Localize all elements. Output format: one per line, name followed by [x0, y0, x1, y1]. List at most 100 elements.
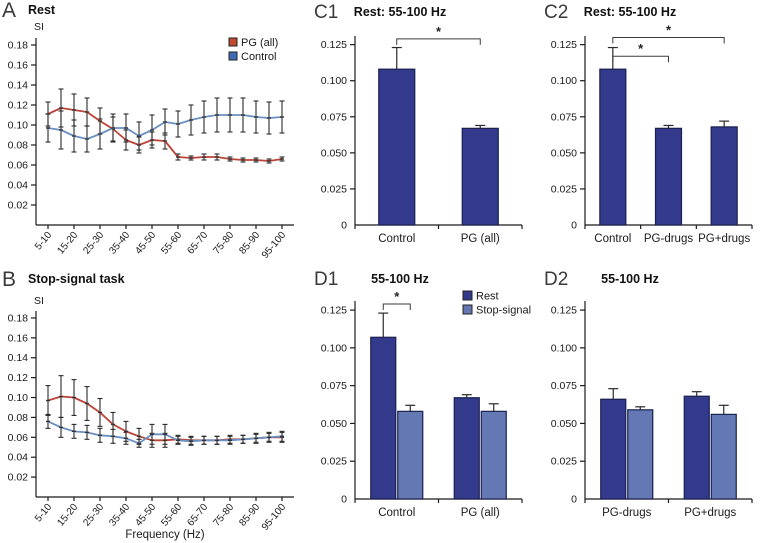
- svg-text:0.075: 0.075: [551, 380, 577, 392]
- axes: [35, 311, 294, 498]
- svg-text:0.100: 0.100: [551, 75, 577, 87]
- svg-text:0.075: 0.075: [551, 111, 577, 123]
- panel-c1-title: Rest: 55-100 Hz: [353, 5, 447, 19]
- panel-b-ylabel: SI: [34, 295, 44, 307]
- svg-text:0.125: 0.125: [551, 305, 577, 317]
- error-bars-Stop-signal: [405, 403, 499, 412]
- category-labels: Control PG (all): [378, 507, 500, 519]
- svg-text:*: *: [638, 41, 644, 56]
- svg-text:0: 0: [571, 220, 577, 232]
- svg-text:5-10: 5-10: [33, 230, 55, 253]
- svg-text:0.100: 0.100: [551, 342, 577, 354]
- bars-Rest: [370, 336, 480, 500]
- panel-c2-title: Rest: 55-100 Hz: [583, 5, 677, 19]
- significance-bracket: *: [382, 289, 411, 311]
- svg-text:0.14: 0.14: [8, 80, 29, 92]
- x-axis-boundary-ticks: [354, 499, 523, 503]
- x-axis-ticks: 5-10 15-20 25-30 35-40 45-50 55-60 65-70 75-80 8…: [33, 497, 289, 533]
- svg-text:0.025: 0.025: [551, 183, 577, 195]
- svg-text:*: *: [666, 22, 672, 37]
- svg-text:0.04: 0.04: [8, 180, 29, 192]
- svg-text:PG+drugs: PG+drugs: [684, 507, 736, 519]
- svg-text:75-80: 75-80: [211, 230, 236, 257]
- point-markers-Control: [46, 420, 284, 444]
- svg-text:PG-drugs: PG-drugs: [644, 233, 693, 245]
- svg-text:0.16: 0.16: [8, 332, 29, 344]
- svg-text:75-80: 75-80: [211, 502, 236, 529]
- panel-c2: C2 Rest: 55-100 Hz 0 0.025 0.050 0.075 0.100…: [530, 0, 760, 265]
- bars-Rest: [599, 68, 738, 226]
- svg-text:45-50: 45-50: [133, 230, 158, 257]
- rest-bar-chart-groups: 0 0.025 0.050 0.075 0.100 0.125 Control PG (all…: [321, 24, 523, 245]
- svg-text:25-30: 25-30: [81, 502, 106, 529]
- x-axis-boundary-ticks: [584, 225, 753, 229]
- svg-text:0.02: 0.02: [8, 200, 29, 212]
- svg-text:0: 0: [341, 494, 347, 506]
- axes: [35, 38, 294, 226]
- svg-text:0.025: 0.025: [321, 456, 347, 468]
- svg-text:85-90: 85-90: [237, 230, 262, 257]
- svg-text:0.16: 0.16: [8, 60, 29, 72]
- svg-text:0.125: 0.125: [551, 39, 577, 51]
- panel-d2-letter: D2: [544, 269, 569, 290]
- svg-text:0.125: 0.125: [321, 39, 347, 51]
- svg-text:35-40: 35-40: [107, 502, 132, 529]
- svg-text:5-10: 5-10: [33, 502, 55, 525]
- bars-Rest: [378, 68, 499, 226]
- bars-Rest: [600, 395, 710, 500]
- x-axis-boundary-ticks: [584, 499, 753, 503]
- svg-text:35-40: 35-40: [107, 230, 132, 257]
- svg-text:65-70: 65-70: [185, 502, 210, 529]
- panel-a-title: Rest: [28, 3, 56, 17]
- error-bars-Stop-signal: [635, 404, 729, 415]
- y-axis-ticks: 0 0.025 0.050 0.075 0.100 0.125: [321, 305, 355, 506]
- svg-text:Control: Control: [378, 507, 415, 519]
- y-axis-ticks: 0.02 0.04 0.06 0.08 0.10 0.12 0.14 0.16 0.18: [8, 312, 36, 484]
- svg-text:0: 0: [341, 220, 347, 232]
- svg-text:15-20: 15-20: [55, 502, 80, 529]
- y-axis-ticks: 0.02 0.04 0.06 0.08 0.10 0.12 0.14 0.16 0.18: [8, 40, 36, 212]
- significance-bracket: *: [612, 22, 725, 44]
- panel-b-letter: B: [2, 268, 17, 291]
- svg-text:*: *: [394, 289, 400, 304]
- svg-text:0.12: 0.12: [8, 100, 29, 112]
- error-bars-Control: [45, 413, 285, 448]
- svg-text:0.075: 0.075: [321, 111, 347, 123]
- panel-b: B Stop-signal task SI 0.02 0.04 0.06 0.08 0.…: [0, 265, 300, 543]
- panel-d2-title: 55-100 Hz: [601, 272, 659, 286]
- svg-text:Control: Control: [594, 233, 631, 245]
- svg-text:95-100: 95-100: [260, 502, 289, 533]
- svg-text:Control: Control: [378, 233, 415, 245]
- svg-text:55-60: 55-60: [159, 230, 184, 257]
- y-axis-ticks: 0 0.025 0.050 0.075 0.100 0.125: [551, 305, 585, 506]
- significance-bracket: *: [396, 24, 481, 45]
- x-axis-boundary-ticks: [354, 225, 523, 229]
- svg-text:0.100: 0.100: [321, 342, 347, 354]
- panel-c1: C1 Rest: 55-100 Hz 0 0.025 0.050 0.075 0.100…: [300, 0, 530, 265]
- point-markers-Control: [46, 114, 284, 140]
- bars-Stop-signal: [627, 409, 737, 500]
- svg-text:55-60: 55-60: [159, 502, 184, 529]
- stop-signal-line-chart: 0.02 0.04 0.06 0.08 0.10 0.12 0.14 0.16 0.18 5-10…: [8, 311, 294, 533]
- svg-text:0.08: 0.08: [8, 412, 29, 424]
- point-markers-PG (all): [46, 107, 284, 162]
- legend: Rest Stop-signal: [462, 290, 531, 317]
- panel-b-xlabel: Frequency (Hz): [125, 529, 205, 541]
- panel-c2-letter: C2: [544, 2, 569, 23]
- panel-a-ylabel: SI: [34, 21, 44, 33]
- svg-text:0.050: 0.050: [551, 418, 577, 430]
- svg-text:0.18: 0.18: [8, 312, 29, 324]
- y-axis-ticks: 0 0.025 0.050 0.075 0.100 0.125: [551, 39, 585, 232]
- category-labels: Control PG (all): [378, 233, 500, 245]
- svg-text:PG-drugs: PG-drugs: [602, 507, 651, 519]
- svg-text:PG+drugs: PG+drugs: [698, 233, 750, 245]
- panel-d1: D1 55-100 Hz 0 0.025 0.050 0.075 0.100 0.125 C…: [300, 265, 531, 543]
- rest-vs-stopsignal-bar-chart: 0 0.025 0.050 0.075 0.100 0.125 Control PG (all…: [321, 289, 531, 519]
- svg-text:0.025: 0.025: [551, 456, 577, 468]
- panel-a: A Rest SI 0.02 0.04 0.06 0.08 0.10 0.12 0.14 0.…: [0, 0, 300, 265]
- svg-text:PG (all): PG (all): [461, 233, 500, 245]
- category-labels: Control PG-drugs PG+drugs: [594, 233, 750, 245]
- svg-text:0.050: 0.050: [321, 418, 347, 430]
- svg-text:0.02: 0.02: [8, 472, 29, 484]
